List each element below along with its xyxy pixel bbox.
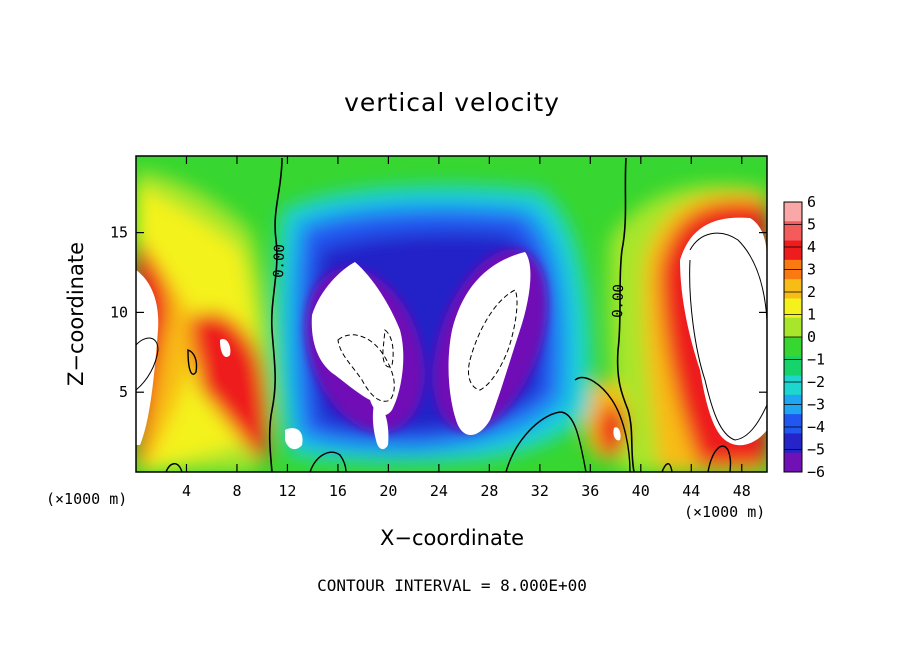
colorbar-swatch	[784, 279, 802, 299]
x-tick-label: 24	[430, 482, 448, 500]
colorbar-swatch	[784, 202, 802, 222]
plot-frame	[135, 155, 768, 473]
y-tick-label: 10	[110, 303, 128, 321]
colorbar-swatch	[784, 356, 802, 377]
x-tick-label: 28	[480, 482, 498, 500]
colorbar-swatch	[784, 317, 802, 338]
updraft-core-left	[136, 270, 159, 445]
colorbar-label: −3	[807, 396, 825, 414]
colorbar-label: 3	[807, 261, 816, 279]
colorbar-swatch	[784, 452, 802, 473]
colorbar-swatch	[784, 240, 802, 261]
colorbar-label: −1	[807, 351, 825, 369]
colorbar-swatch	[784, 433, 802, 454]
colorbar-label: 6	[807, 193, 816, 211]
y-axis: 5 10 15	[110, 224, 767, 401]
x-unit-label-left: (×1000 m)	[46, 490, 128, 508]
colorbar-label: 1	[807, 306, 816, 324]
contour-interval-note: CONTOUR INTERVAL = 8.000E+00	[317, 576, 587, 595]
downdraft-core-left	[311, 262, 404, 416]
x-axis: 4 8 12 16 20 24 28 32 36 40 44 48	[182, 156, 751, 500]
x-axis-label: X−coordinate	[380, 526, 524, 550]
updraft-core-right	[680, 217, 767, 446]
chart-title: vertical velocity	[344, 88, 560, 117]
x-tick-label: 48	[733, 482, 751, 500]
x-tick-label: 20	[379, 482, 397, 500]
colorbar-swatch	[784, 221, 802, 242]
y-tick-label: 5	[119, 383, 128, 401]
colorbar-label: 0	[807, 328, 816, 346]
colorbar-label: −4	[807, 418, 825, 436]
y-tick-label: 15	[110, 224, 128, 242]
colorbar: 6 5 4 3 2 1 0 −1 −2 −3 −4 −5 −6	[783, 193, 825, 481]
zero-contour-right	[616, 157, 635, 472]
colorbar-label: 4	[807, 238, 816, 256]
downdraft-core-right	[448, 252, 531, 435]
x-tick-label: 4	[182, 482, 191, 500]
zero-contour-left	[268, 157, 283, 472]
colorbar-label: −6	[807, 463, 825, 481]
x-tick-label: 36	[581, 482, 599, 500]
contour-label-left: 0.00	[271, 244, 288, 278]
colorbar-label: −5	[807, 441, 825, 459]
colorbar-label: −2	[807, 373, 825, 391]
contour-lines	[136, 157, 767, 472]
y-axis-label: Z−coordinate	[64, 242, 88, 386]
x-tick-label: 12	[278, 482, 296, 500]
contour-label-right: 0.00	[610, 284, 627, 318]
x-tick-label: 44	[682, 482, 700, 500]
x-tick-label: 40	[632, 482, 650, 500]
heatmap-field	[136, 156, 767, 472]
x-unit-label-right: (×1000 m)	[684, 503, 766, 521]
colorbar-swatch	[784, 298, 802, 319]
colorbar-label: 2	[807, 283, 816, 301]
x-tick-label: 32	[531, 482, 549, 500]
x-tick-label: 8	[232, 482, 241, 500]
colorbar-swatch	[784, 375, 802, 396]
x-tick-label: 16	[329, 482, 347, 500]
colorbar-label: 5	[807, 216, 816, 234]
colorbar-swatch	[784, 337, 802, 357]
colorbar-swatch	[784, 414, 802, 434]
